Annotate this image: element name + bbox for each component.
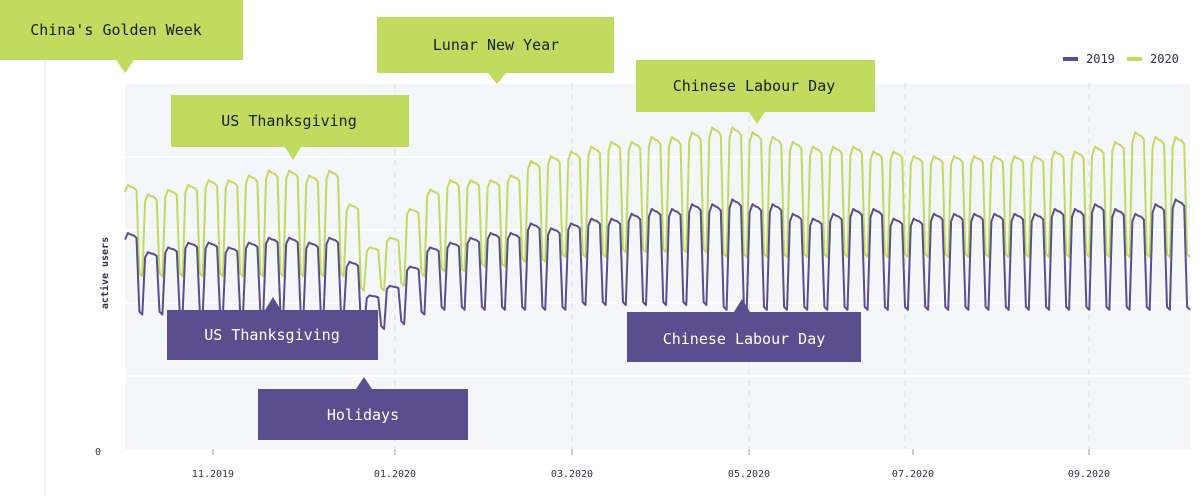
x-tick-label: 11.2019 bbox=[192, 469, 234, 480]
callout-labour-day-2020: Chinese Labour Day bbox=[636, 60, 875, 124]
callout-us-thanksgiving-2020: US Thanksgiving bbox=[171, 95, 409, 160]
callout-golden-week: China's Golden Week bbox=[0, 0, 243, 73]
x-tick-label: 07.2020 bbox=[892, 469, 934, 480]
legend-label-2019: 2019 bbox=[1086, 52, 1115, 66]
callout-text: Holidays bbox=[327, 406, 399, 424]
callout-text: China's Golden Week bbox=[30, 21, 202, 39]
x-tick-label: 09.2020 bbox=[1068, 469, 1110, 480]
legend-label-2020: 2020 bbox=[1150, 52, 1179, 66]
x-tick-label: 01.2020 bbox=[374, 469, 416, 480]
callout-text: Chinese Labour Day bbox=[663, 330, 826, 348]
y-tick-label: 0 bbox=[95, 447, 101, 458]
axis-ticks bbox=[212, 449, 1090, 455]
callout-text: Lunar New Year bbox=[433, 36, 559, 54]
y-axis-label: active users bbox=[99, 237, 111, 309]
callout-text: US Thanksgiving bbox=[221, 112, 356, 130]
legend: 2019 2020 bbox=[1063, 52, 1179, 66]
callout-holidays: Holidays bbox=[258, 377, 468, 440]
callout-text: US Thanksgiving bbox=[204, 326, 339, 344]
x-tick-label: 05.2020 bbox=[728, 469, 770, 480]
x-tick-label: 03.2020 bbox=[551, 469, 593, 480]
callout-text: Chinese Labour Day bbox=[673, 77, 836, 95]
callout-us-thanksgiving-2019: US Thanksgiving bbox=[167, 297, 378, 360]
callout-lunar-new-year: Lunar New Year bbox=[377, 17, 614, 84]
callout-labour-day-2019: Chinese Labour Day bbox=[627, 299, 861, 362]
series-line-2020 bbox=[124, 126, 1191, 292]
